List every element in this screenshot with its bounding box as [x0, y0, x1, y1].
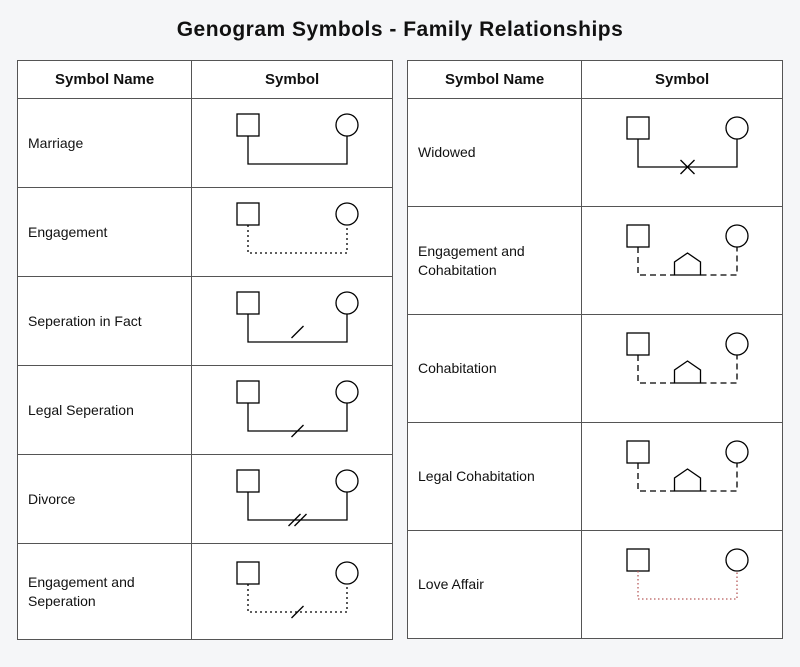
symbol-name-cell: Widowed: [408, 99, 582, 207]
symbol-name-cell: Legal Seperation: [18, 366, 192, 455]
genogram-symbol-icon: [207, 458, 377, 541]
male-icon: [627, 333, 649, 355]
symbol-name-cell: Engagement and Cohabitation: [408, 207, 582, 315]
symbol-cell: [582, 531, 783, 639]
header-symbol: Symbol: [582, 61, 783, 99]
symbol-name-cell: Marriage: [18, 99, 192, 188]
header-symbol: Symbol: [192, 61, 393, 99]
male-icon: [627, 225, 649, 247]
genogram-symbol-icon: [597, 213, 767, 309]
female-icon: [726, 333, 748, 355]
symbol-cell: [192, 366, 393, 455]
symbol-name-cell: Seperation in Fact: [18, 277, 192, 366]
table-row: Love Affair: [408, 531, 783, 639]
table-row: Legal Cohabitation: [408, 423, 783, 531]
table-row: Legal Seperation: [18, 366, 393, 455]
female-icon: [336, 470, 358, 492]
female-icon: [336, 292, 358, 314]
male-icon: [627, 441, 649, 463]
symbol-name-cell: Divorce: [18, 455, 192, 544]
table-row: Seperation in Fact: [18, 277, 393, 366]
male-icon: [237, 562, 259, 584]
symbol-name-cell: Legal Cohabitation: [408, 423, 582, 531]
symbol-cell: [582, 99, 783, 207]
genogram-symbol-icon: [597, 105, 767, 201]
female-icon: [336, 114, 358, 136]
female-icon: [336, 203, 358, 225]
genogram-symbol-icon: [207, 280, 377, 363]
symbol-cell: [192, 455, 393, 544]
symbol-name-cell: Engagement and Seperation: [18, 544, 192, 640]
symbol-name-cell: Cohabitation: [408, 315, 582, 423]
symbol-cell: [192, 544, 393, 640]
genogram-symbol-icon: [207, 191, 377, 274]
table-row: Engagement: [18, 188, 393, 277]
page-title: Genogram Symbols - Family Relationships: [14, 18, 786, 42]
table-row: Divorce: [18, 455, 393, 544]
genogram-symbol-icon: [207, 369, 377, 452]
genogram-symbol-icon: [597, 537, 767, 633]
female-icon: [336, 562, 358, 584]
male-icon: [627, 549, 649, 571]
symbol-name-cell: Engagement: [18, 188, 192, 277]
genogram-symbol-icon: [207, 550, 377, 633]
symbol-cell: [582, 315, 783, 423]
header-symbol-name: Symbol Name: [18, 61, 192, 99]
genogram-symbol-icon: [207, 102, 377, 185]
genogram-symbol-icon: [597, 321, 767, 417]
symbol-table-1: Symbol Name Symbol Marriage Engagement S…: [17, 60, 393, 640]
male-icon: [237, 292, 259, 314]
table-row: Engagement and Cohabitation: [408, 207, 783, 315]
symbol-cell: [582, 423, 783, 531]
female-icon: [726, 117, 748, 139]
header-symbol-name: Symbol Name: [408, 61, 582, 99]
table-row: Cohabitation: [408, 315, 783, 423]
table-row: Marriage: [18, 99, 393, 188]
symbol-cell: [582, 207, 783, 315]
female-icon: [726, 441, 748, 463]
male-icon: [237, 381, 259, 403]
table-row: Widowed: [408, 99, 783, 207]
male-icon: [627, 117, 649, 139]
male-icon: [237, 203, 259, 225]
symbol-table-2: Symbol Name Symbol Widowed Engagement an…: [407, 60, 783, 639]
male-icon: [237, 470, 259, 492]
symbol-cell: [192, 99, 393, 188]
female-icon: [726, 549, 748, 571]
tables-container: Symbol Name Symbol Marriage Engagement S…: [14, 60, 786, 640]
symbol-cell: [192, 277, 393, 366]
symbol-name-cell: Love Affair: [408, 531, 582, 639]
female-icon: [336, 381, 358, 403]
female-icon: [726, 225, 748, 247]
table-row: Engagement and Seperation: [18, 544, 393, 640]
male-icon: [237, 114, 259, 136]
symbol-cell: [192, 188, 393, 277]
genogram-symbol-icon: [597, 429, 767, 525]
